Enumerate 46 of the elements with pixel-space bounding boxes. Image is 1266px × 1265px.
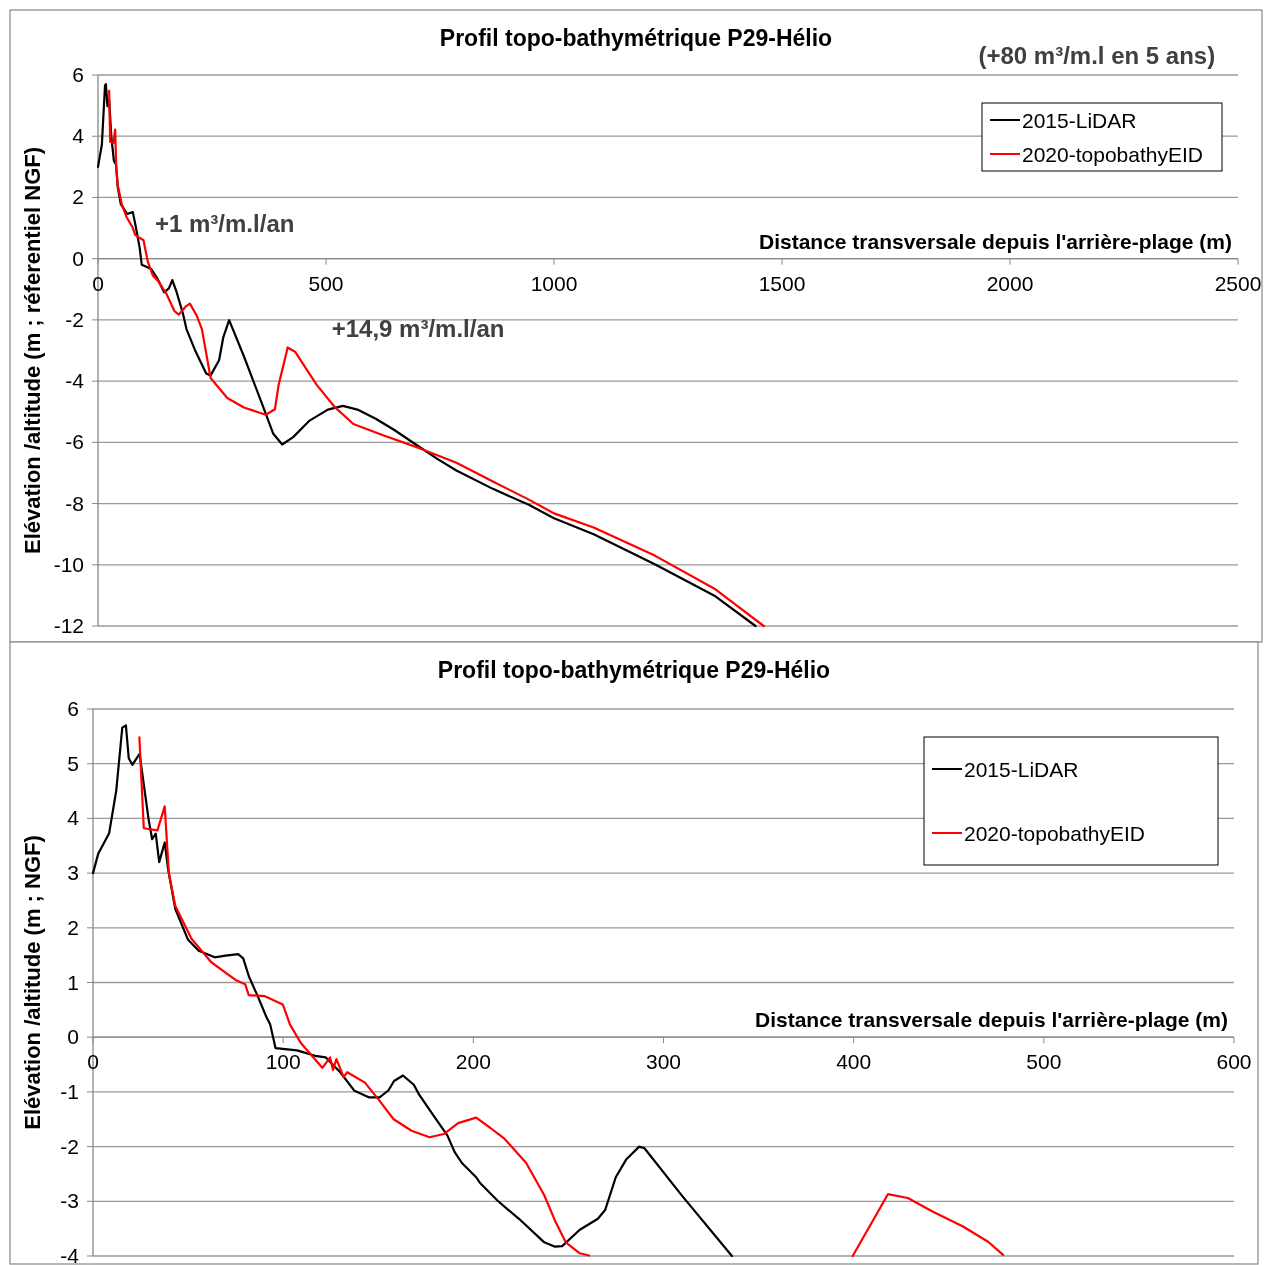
x-tick-label: 200 [455,1050,491,1074]
x-tick-label: 2000 [986,271,1034,295]
x-axis-title: Distance transversale depuis l'arrière-plage (m) [758,229,1232,253]
y-axis-title: Elévation /altitude (m ; réferentiel NGF) [20,146,45,555]
x-axis-title: Distance transversale depuis l'arrière-plage (m) [754,1008,1228,1032]
chart-title: Profil topo-bathymétrique P29-Hélio [439,25,833,51]
x-tick-label: 400 [836,1050,872,1074]
y-tick-label: -10 [53,552,84,576]
y-tick-label: 2 [72,185,84,209]
annotation: +1 m³/m.l/an [155,210,295,238]
y-tick-label: 6 [72,63,84,86]
y-tick-label: 4 [72,124,85,148]
y-tick-label: 2 [67,915,79,939]
y-tick-label: 0 [67,1025,79,1049]
y-tick-label: -2 [65,307,84,331]
x-tick-label: 600 [1216,1050,1252,1074]
annotation: +14,9 m³/m.l/an [331,314,505,342]
y-tick-label: 6 [67,697,79,720]
x-tick-label: 300 [645,1050,682,1074]
text: (+80 m³/m.l en 5 ans) [978,41,1216,69]
x-tick-label: 500 [308,271,344,295]
x-tick-label: 1000 [530,271,578,295]
legend-label: 2015-LiDAR [964,758,1079,781]
y-tick-label: -4 [60,1244,80,1265]
y-tick-label: -1 [60,1079,79,1103]
y-axis-title: Elévation /altitude (m ; NGF) [20,835,45,1130]
legend-label: 2020-topobathyEID [964,822,1145,845]
y-tick-label: -6 [65,430,84,454]
y-tick-label: 3 [67,861,79,885]
chart-title: Profil topo-bathymétrique P29-Hélio [437,657,831,683]
y-tick-label: 0 [72,246,84,270]
y-tick-label: -3 [60,1189,79,1213]
legend-label: 2015-LiDAR [1022,109,1137,132]
y-tick-label: -8 [65,491,84,515]
x-tick-label: 0 [92,271,104,295]
y-tick-label: -4 [65,369,85,393]
y-tick-label: -12 [53,614,84,637]
x-tick-label: 100 [265,1050,301,1074]
y-tick-label: 1 [67,970,79,994]
x-tick-label: 1500 [758,271,806,295]
x-tick-label: 2500 [1214,271,1262,295]
legend-label: 2020-topobathyEID [1022,143,1203,166]
y-tick-label: 4 [67,806,80,830]
y-tick-label: 5 [67,751,79,775]
y-tick-label: -2 [60,1134,79,1158]
x-tick-label: 500 [1026,1050,1062,1074]
